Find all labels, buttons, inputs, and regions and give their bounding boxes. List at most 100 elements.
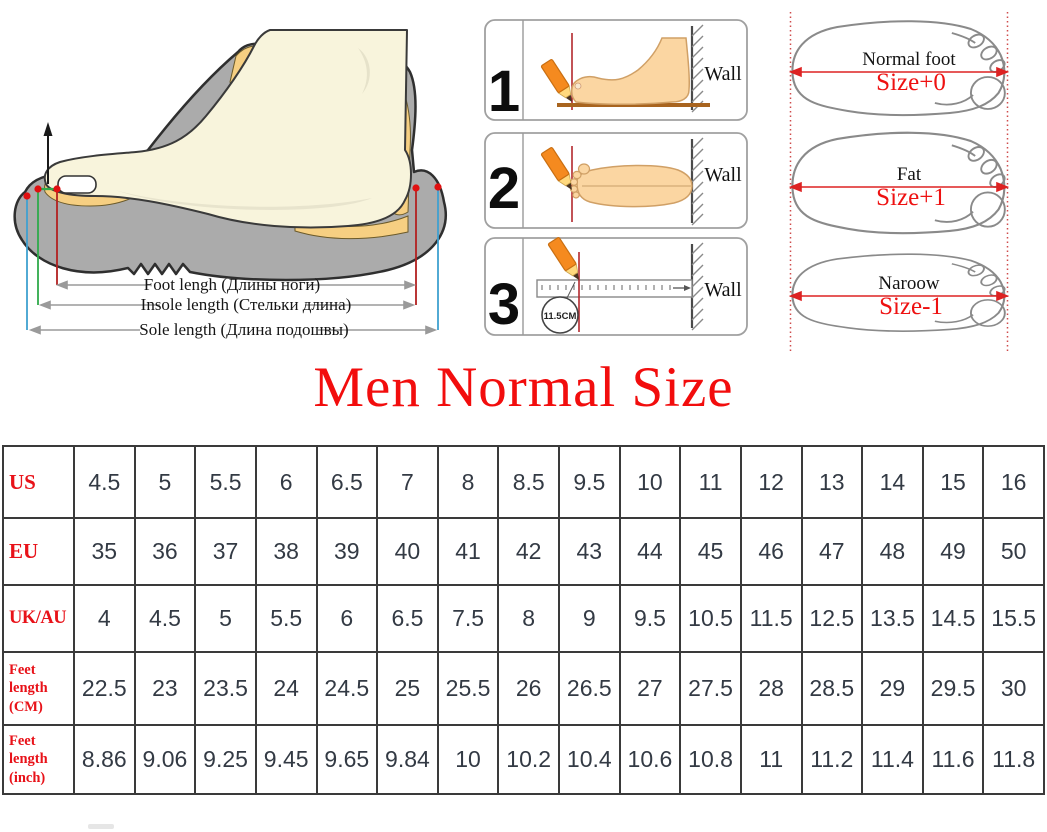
size-table: US 4.5 5 5.5 6 6.5 7 8 8.5 9.5 10 11 12 13 14 15 16 EU 35 3… — [2, 445, 1045, 795]
size-cell: 9 — [558, 584, 621, 653]
size-cell: 14 — [861, 445, 924, 519]
size-cell: 27.5 — [679, 651, 742, 726]
leg-highlight — [358, 48, 370, 94]
size-cell: 29 — [861, 651, 924, 726]
size-cell: 41 — [436, 517, 500, 586]
page-title: Men Normal Size — [313, 356, 734, 419]
step1-number: 1 — [488, 59, 520, 124]
size-cell: 44 — [618, 517, 682, 586]
shoe-measurement-diagram: Foot lengh (Длины ноги) Insole length (С… — [13, 29, 447, 339]
row-label: Feet length (CM) — [2, 651, 75, 726]
wall-label-3: Wall — [704, 279, 742, 301]
size-cell: 48 — [861, 517, 924, 586]
size-cell: 12.5 — [800, 584, 864, 653]
size-cell: 7.5 — [436, 584, 500, 653]
size-cell: 23 — [133, 651, 197, 726]
foot-type-name: Naroow — [878, 273, 939, 294]
size-cell: 7 — [376, 445, 439, 519]
size-cell: 11.5 — [739, 584, 803, 653]
table-row: Feet length (inch) 8.86 9.06 9.25 9.45 9.65 9.… — [2, 724, 1045, 795]
size-cell: 35 — [73, 517, 136, 586]
size-cell: 6 — [315, 584, 379, 653]
size-cell: 46 — [739, 517, 803, 586]
size-cell: 15 — [921, 445, 985, 519]
size-cell: 6.5 — [376, 584, 439, 653]
crop-artifact — [88, 824, 114, 829]
size-cell: 6.5 — [315, 445, 379, 519]
size-cell: 22.5 — [73, 651, 136, 726]
measuring-steps-panel: 1 2 3 Wall Wall Wall — [484, 19, 748, 337]
size-cell: 4.5 — [133, 584, 197, 653]
size-cell: 37 — [194, 517, 257, 586]
table-row: Feet length (CM) 22.5 23 23.5 24 24.5 25 25.5 26… — [2, 651, 1045, 726]
size-cell: 10.8 — [679, 724, 742, 795]
size-cell: 10.5 — [679, 584, 742, 653]
size-cell: 11.6 — [921, 724, 985, 795]
size-cell: 11.4 — [861, 724, 924, 795]
size-cell: 11.8 — [982, 724, 1045, 795]
size-cell: 6 — [254, 445, 318, 519]
foot-type-name: Normal foot — [862, 49, 956, 70]
foot-length-label: Foot lengh (Длины ноги) — [144, 275, 320, 294]
foot-type-size: Size+1 — [876, 184, 946, 211]
size-cell: 27 — [618, 651, 682, 726]
measurement-lines: Foot lengh (Длины ноги) Insole length (С… — [23, 122, 442, 339]
size-cell: 47 — [800, 517, 864, 586]
toe-marker — [57, 175, 97, 194]
size-cell: 26.5 — [558, 651, 621, 726]
size-cell: 4.5 — [73, 445, 136, 519]
size-cell: 5.5 — [254, 584, 318, 653]
size-cell: 8 — [497, 584, 560, 653]
table-row: EU 35 36 37 38 39 40 41 42 43 44 45 46 47 48 49 50 — [2, 517, 1045, 586]
wall-label-1: Wall — [704, 63, 742, 85]
size-cell: 23.5 — [194, 651, 257, 726]
row-label: US — [2, 445, 75, 519]
size-cell: 45 — [679, 517, 742, 586]
size-cell: 13.5 — [861, 584, 924, 653]
size-cell: 38 — [254, 517, 318, 586]
step3-number: 3 — [488, 272, 520, 337]
step2-illustration — [540, 146, 693, 222]
size-cell: 25.5 — [436, 651, 500, 726]
length-arrows — [788, 66, 1010, 302]
size-cell: 39 — [315, 517, 379, 586]
size-cell: 9.06 — [133, 724, 197, 795]
size-cell: 10.4 — [558, 724, 621, 795]
size-cell: 4 — [73, 584, 136, 653]
size-cell: 24 — [254, 651, 318, 726]
size-cell: 13 — [800, 445, 864, 519]
size-cell: 43 — [558, 517, 621, 586]
size-cell: 5 — [133, 445, 197, 519]
foot-type-size: Size+0 — [876, 69, 946, 96]
size-cell: 11 — [739, 724, 803, 795]
size-cell: 5 — [194, 584, 257, 653]
size-cell: 14.5 — [921, 584, 985, 653]
table-row: US 4.5 5 5.5 6 6.5 7 8 8.5 9.5 10 11 12 13 14 15 16 — [2, 445, 1045, 519]
size-cell: 9.65 — [315, 724, 379, 795]
size-cell: 9.45 — [254, 724, 318, 795]
wall-label-2: Wall — [704, 164, 742, 186]
row-label: Feet length (inch) — [2, 724, 75, 795]
step3-illustration: 11.5CM — [536, 236, 693, 334]
size-cell: 11 — [679, 445, 742, 519]
step1-illustration — [540, 33, 710, 110]
size-cell: 10 — [618, 445, 682, 519]
size-cell: 49 — [921, 517, 985, 586]
step2-number: 2 — [488, 156, 520, 221]
size-cell: 50 — [982, 517, 1045, 586]
size-cell: 10.6 — [618, 724, 682, 795]
size-cell: 5.5 — [194, 445, 257, 519]
foot-type-size: Size-1 — [879, 293, 943, 320]
row-label: UK/AU — [2, 584, 75, 653]
size-cell: 8 — [436, 445, 500, 519]
size-cell: 9.5 — [558, 445, 621, 519]
table-row: UK/AU 4 4.5 5 5.5 6 6.5 7.5 8 9 9.5 10.5 11.5 12.5 13.… — [2, 584, 1045, 653]
sole-length-label: Sole length (Длина подошвы) — [139, 320, 348, 339]
size-cell: 11.2 — [800, 724, 864, 795]
foot-width-types-panel: Normal foot Size+0 Fat Size+1 Naroow Siz… — [788, 12, 1010, 351]
size-cell: 29.5 — [921, 651, 985, 726]
size-cell: 12 — [739, 445, 803, 519]
insole-length-label: Insole length (Стельки длина) — [141, 295, 352, 314]
size-cell: 36 — [133, 517, 197, 586]
